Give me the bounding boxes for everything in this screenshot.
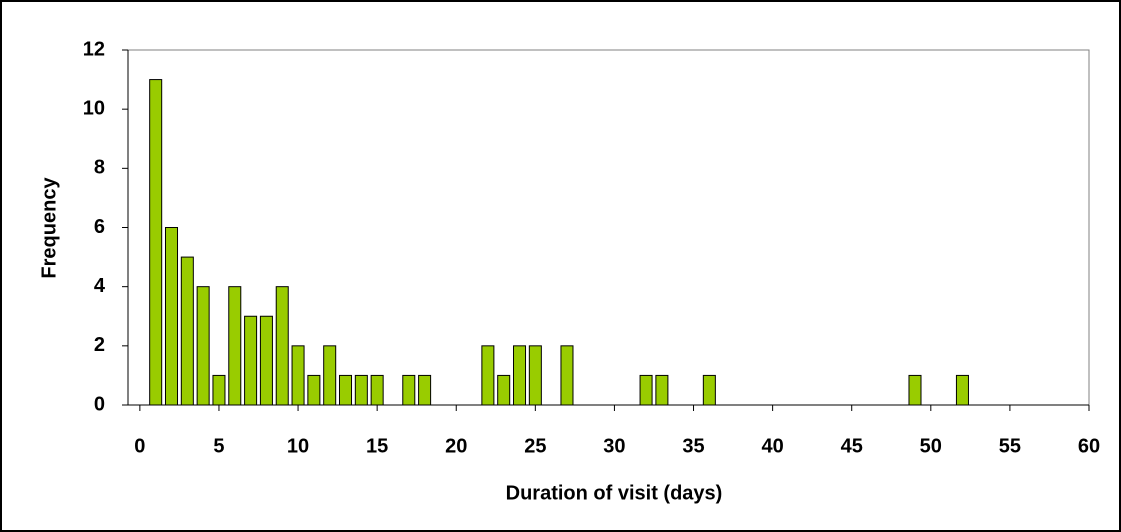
x-tick-label: 50 bbox=[920, 435, 942, 457]
bar bbox=[560, 345, 574, 406]
bar bbox=[338, 374, 353, 406]
bar bbox=[513, 345, 527, 406]
bar bbox=[149, 79, 163, 406]
bar bbox=[291, 345, 305, 406]
bar bbox=[228, 286, 242, 406]
x-tick-label: 10 bbox=[287, 435, 309, 457]
bar bbox=[955, 374, 969, 406]
x-axis-title: Duration of visit (days) bbox=[506, 482, 723, 504]
y-tick-label: 2 bbox=[94, 334, 105, 356]
bar bbox=[259, 315, 273, 406]
x-tick-label: 5 bbox=[213, 435, 224, 457]
y-tick-label: 4 bbox=[94, 275, 106, 297]
bar bbox=[196, 286, 210, 406]
y-tick-label: 6 bbox=[94, 216, 105, 238]
bar bbox=[354, 374, 368, 406]
y-tick-label: 10 bbox=[83, 97, 105, 119]
bar bbox=[212, 374, 226, 406]
x-tick-label: 35 bbox=[682, 435, 704, 457]
x-tick-label: 40 bbox=[761, 435, 783, 457]
y-tick-label: 0 bbox=[94, 393, 105, 415]
bar bbox=[323, 345, 337, 406]
bar bbox=[418, 374, 432, 406]
y-axis-title: Frequency bbox=[38, 177, 60, 279]
x-tick-label: 55 bbox=[999, 435, 1021, 457]
bar bbox=[370, 374, 384, 406]
bar bbox=[275, 286, 289, 406]
bar bbox=[497, 374, 511, 406]
bar bbox=[655, 374, 669, 406]
x-tick-label: 20 bbox=[445, 435, 467, 457]
y-tick-label: 12 bbox=[83, 38, 105, 60]
x-tick-label: 30 bbox=[603, 435, 625, 457]
bar bbox=[481, 345, 495, 406]
bar bbox=[908, 374, 922, 406]
bar bbox=[402, 374, 416, 406]
bar bbox=[639, 374, 653, 406]
x-tick-label: 15 bbox=[366, 435, 388, 457]
x-tick-label: 25 bbox=[524, 435, 546, 457]
x-tick-label: 60 bbox=[1078, 435, 1100, 457]
x-tick-label: 0 bbox=[134, 435, 145, 457]
bar bbox=[164, 227, 179, 406]
bar bbox=[528, 345, 542, 406]
x-tick-label: 45 bbox=[841, 435, 863, 457]
bar bbox=[244, 315, 258, 406]
bar bbox=[702, 374, 716, 406]
bar bbox=[180, 256, 194, 406]
bar bbox=[307, 374, 321, 406]
y-tick-label: 8 bbox=[94, 157, 105, 179]
